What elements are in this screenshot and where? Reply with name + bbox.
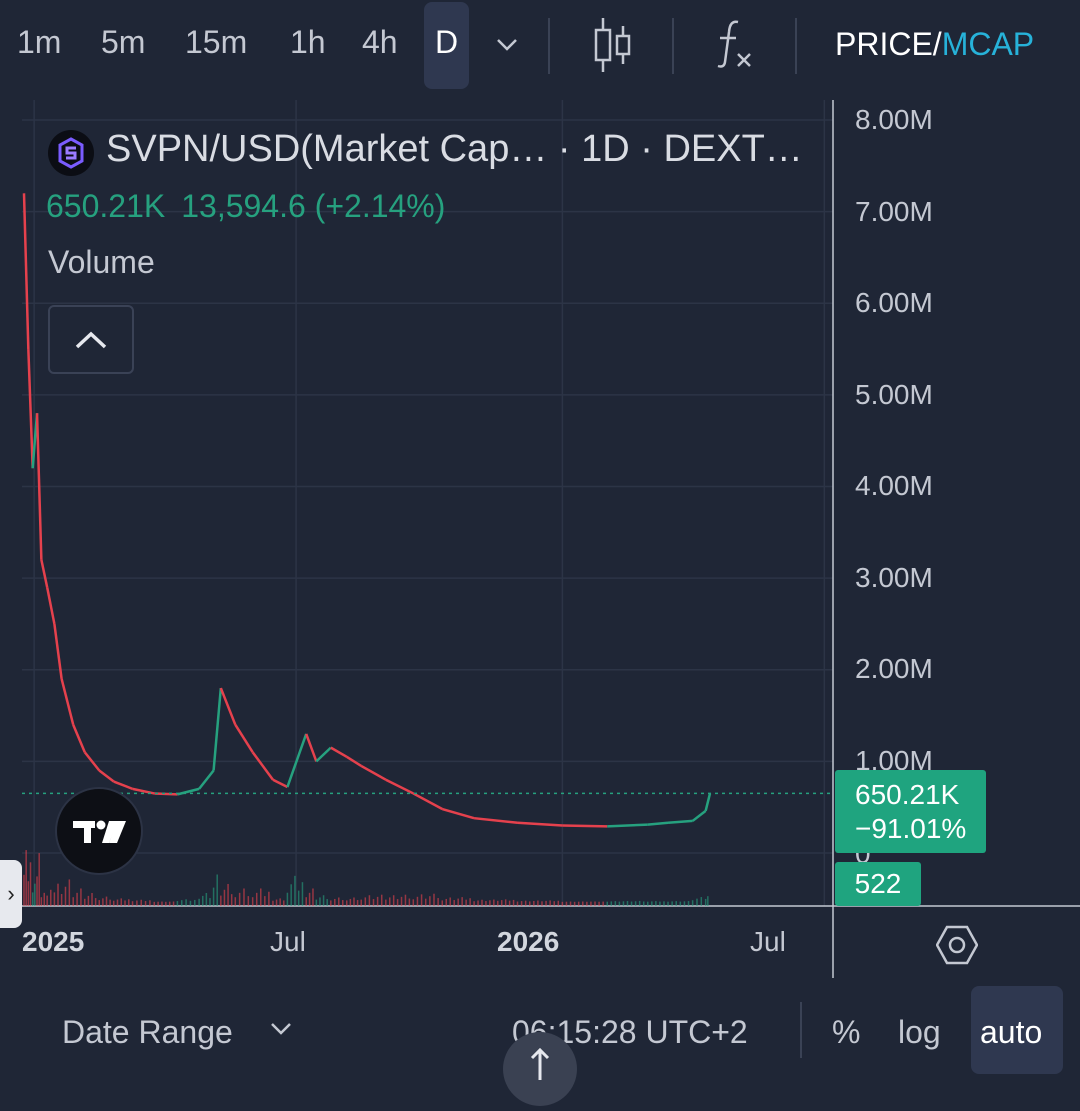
price-toggle-label[interactable]: PRICE/ xyxy=(835,26,942,62)
price-series-segment xyxy=(346,755,362,768)
candlestick-icon[interactable] xyxy=(592,16,634,74)
last-price-value: 650.21K xyxy=(855,779,960,810)
toolbar-divider xyxy=(795,18,797,74)
expand-sidebar-handle[interactable]: › xyxy=(0,860,22,928)
price-series-segment xyxy=(72,724,86,753)
price-series-segment xyxy=(113,780,133,791)
percent-scale-toggle[interactable]: % xyxy=(832,1014,861,1050)
bottom-divider xyxy=(800,1002,802,1058)
toolbar-divider xyxy=(672,18,674,74)
legend-value: 650.21K xyxy=(46,188,166,224)
price-series-segment xyxy=(473,816,518,825)
timeframe-5m[interactable]: 5m xyxy=(101,24,146,60)
price-series-segment xyxy=(40,559,49,588)
price-series-segment xyxy=(60,678,75,726)
y-tick-label: 2.00M xyxy=(855,653,933,684)
price-series-segment xyxy=(251,751,274,781)
tradingview-logo[interactable] xyxy=(55,787,143,875)
timeframe-15m[interactable]: 15m xyxy=(185,24,248,60)
y-tick-label: 8.00M xyxy=(855,104,933,135)
price-series-segment xyxy=(647,821,669,826)
mcap-toggle-label[interactable]: MCAP xyxy=(941,26,1035,62)
legend-values: 650.21K 13,594.6 (+2.14%) xyxy=(46,188,461,225)
volume-indicator-label[interactable]: Volume xyxy=(48,244,155,280)
bottom-bar: Date Range 06:15:28 UTC+2 % log auto xyxy=(0,980,1080,1079)
auto-scale-toggle[interactable]: auto xyxy=(980,1014,1043,1050)
chevron-down-icon[interactable] xyxy=(496,38,518,52)
timeframe-1h[interactable]: 1h xyxy=(290,24,326,60)
price-chart[interactable] xyxy=(0,0,1080,980)
toolbar: 1m 5m 15m 1h 4h D PRICE/MCAP xyxy=(0,0,1080,90)
price-series-segment xyxy=(360,764,387,781)
resize-handle[interactable] xyxy=(503,1032,577,1106)
y-tick-label: 4.00M xyxy=(855,470,933,501)
legend-change: 13,594.6 (+2.14%) xyxy=(181,188,446,224)
chevron-up-icon xyxy=(75,331,107,349)
price-series-segment xyxy=(27,349,34,469)
price-series-segment xyxy=(219,687,237,726)
timeframe-d[interactable]: D xyxy=(435,24,459,60)
x-tick-label: Jul xyxy=(270,926,306,957)
y-tick-label: 5.00M xyxy=(855,379,933,410)
price-series-segment xyxy=(286,733,308,788)
settings-hexagon-icon[interactable] xyxy=(936,925,978,965)
collapse-legend-button[interactable] xyxy=(48,305,134,374)
y-tick-label: 3.00M xyxy=(855,562,933,593)
y-tick-label: 7.00M xyxy=(855,196,933,227)
price-series-segment xyxy=(704,793,712,812)
log-scale-toggle[interactable]: log xyxy=(898,1014,941,1050)
price-series-segment xyxy=(154,792,178,796)
price-series-segment xyxy=(385,778,414,795)
x-tick-label: 2025 xyxy=(22,926,85,957)
price-series-segment xyxy=(667,819,693,825)
price-series-segment xyxy=(198,769,215,790)
price-series-segment xyxy=(562,824,608,828)
indicators-fx-icon[interactable] xyxy=(712,18,754,70)
y-tick-label: 6.00M xyxy=(855,287,933,318)
price-series-segment xyxy=(441,807,475,820)
price-series-segment xyxy=(272,778,288,789)
vertical-resize-icon xyxy=(530,1047,550,1080)
price-series-segment xyxy=(83,751,101,772)
price-series-segment xyxy=(517,821,563,827)
price-series-segment xyxy=(35,413,43,560)
price-series-segment xyxy=(412,792,443,811)
price-series-segment xyxy=(53,623,63,680)
timeframe-1m[interactable]: 1m xyxy=(17,24,62,60)
chevron-down-icon[interactable] xyxy=(270,1022,292,1036)
toolbar-divider xyxy=(548,18,550,74)
last-price-change: −91.01% xyxy=(855,813,967,844)
token-logo xyxy=(48,130,94,176)
price-series-segment xyxy=(234,724,254,753)
price-mcap-toggle[interactable]: PRICE/MCAP xyxy=(835,26,1034,63)
last-price-label: 650.21K −91.01% xyxy=(835,770,986,853)
active-timeframe-highlight xyxy=(424,2,469,89)
price-series-segment xyxy=(607,823,648,828)
price-series-segment xyxy=(315,746,332,763)
price-series-segment xyxy=(691,809,707,822)
symbol-title[interactable]: SVPN/USD(Market Cap… · 1D · DEXT… xyxy=(106,128,803,170)
last-volume-label: 522 xyxy=(835,862,921,906)
auto-scale-highlight xyxy=(971,986,1063,1074)
price-series-segment xyxy=(177,787,200,796)
price-series-segment xyxy=(22,193,30,350)
price-series-segment xyxy=(98,769,115,783)
x-tick-label: Jul xyxy=(750,926,786,957)
price-series-segment xyxy=(45,587,56,625)
x-tick-label: 2026 xyxy=(497,926,560,957)
timeframe-4h[interactable]: 4h xyxy=(362,24,398,60)
price-series-segment xyxy=(305,733,318,762)
date-range-dropdown[interactable]: Date Range xyxy=(62,1014,233,1050)
price-series-segment xyxy=(212,687,223,771)
price-series-segment xyxy=(330,746,348,758)
